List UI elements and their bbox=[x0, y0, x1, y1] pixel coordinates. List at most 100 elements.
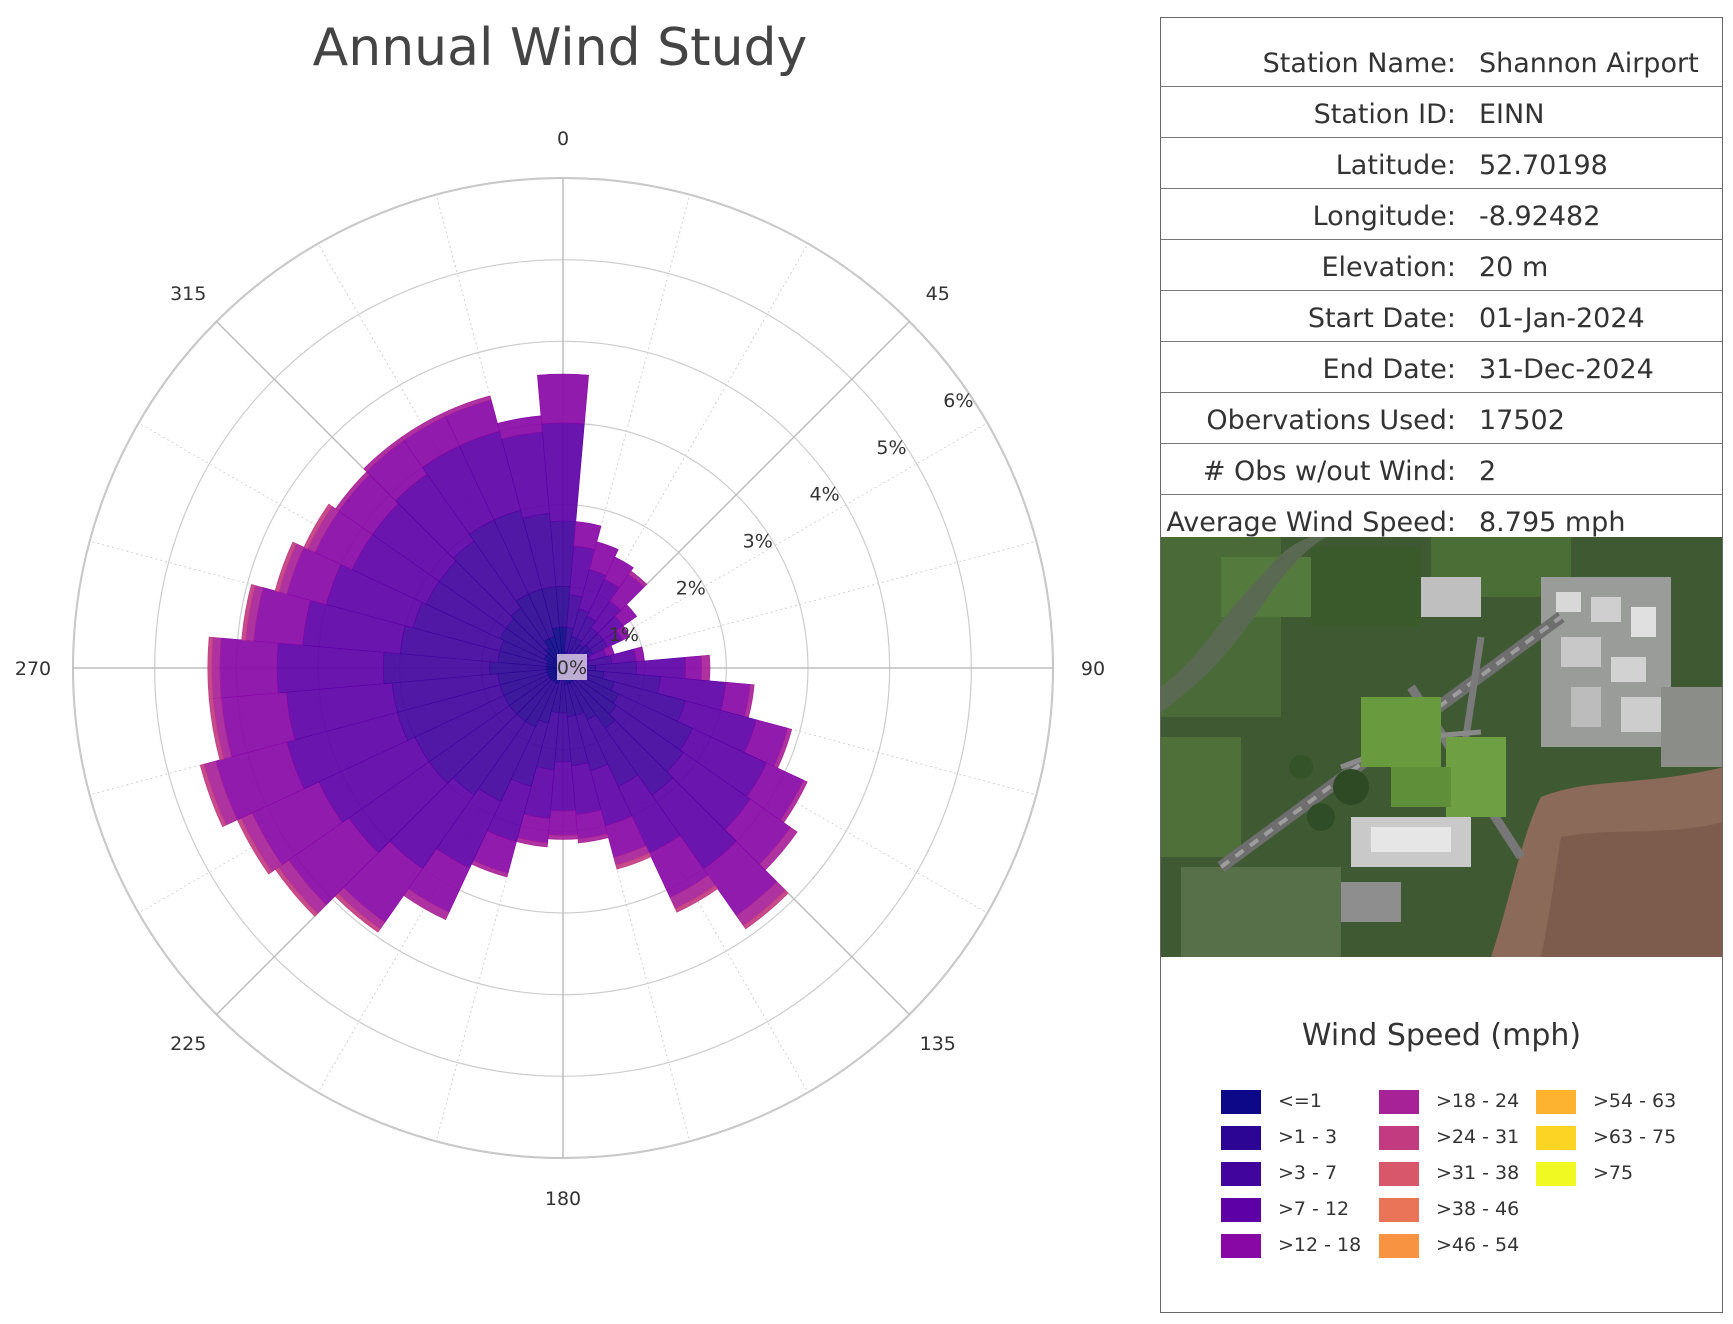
station-info-row: Obervations Used: 17502 bbox=[1161, 395, 1722, 446]
radial-tick-label: 4% bbox=[810, 484, 840, 506]
wind-rose-bar bbox=[241, 584, 256, 641]
direction-tick-label: 270 bbox=[15, 658, 51, 680]
legend-label: >46 - 54 bbox=[1436, 1234, 1520, 1256]
station-info-row: Average Wind Speed: 8.795 mph bbox=[1161, 497, 1722, 548]
polar-grid-spoke bbox=[562, 422, 988, 669]
station-info-value: Shannon Airport bbox=[1479, 48, 1699, 79]
row-divider bbox=[1161, 188, 1722, 189]
wind-rose-bar bbox=[537, 373, 589, 425]
legend-label: >7 - 12 bbox=[1278, 1198, 1350, 1220]
station-info-panel: Station Name: Shannon Airport Station ID: E… bbox=[1160, 17, 1723, 1313]
station-info-label: Latitude: bbox=[1335, 150, 1456, 181]
station-info-value: -8.92482 bbox=[1479, 201, 1601, 232]
wind-rose-bar bbox=[628, 570, 648, 588]
station-info-row: Start Date: 01-Jan-2024 bbox=[1161, 293, 1722, 344]
wind-rose-bar bbox=[219, 637, 279, 699]
wind-rose-bar bbox=[303, 503, 333, 550]
station-info-row: Station Name: Shannon Airport bbox=[1161, 38, 1722, 89]
station-info-row: Elevation: 20 m bbox=[1161, 242, 1722, 293]
wind-rose-bar bbox=[547, 834, 579, 840]
legend-swatch bbox=[1536, 1162, 1576, 1186]
radial-tick-label: 5% bbox=[876, 437, 906, 459]
legend-swatch bbox=[1221, 1198, 1261, 1222]
legend-swatch bbox=[1536, 1126, 1576, 1150]
legend-label: >75 bbox=[1593, 1162, 1634, 1184]
row-divider bbox=[1161, 494, 1722, 495]
legend-swatch bbox=[1221, 1126, 1261, 1150]
legend-swatch bbox=[1221, 1234, 1261, 1258]
legend-label: >54 - 63 bbox=[1593, 1090, 1677, 1112]
legend-label: >31 - 38 bbox=[1436, 1162, 1520, 1184]
station-info-value: EINN bbox=[1479, 99, 1545, 130]
wind-rose-bar bbox=[742, 889, 789, 930]
radial-tick-label: 2% bbox=[676, 577, 706, 599]
wind-rose-bar bbox=[684, 655, 703, 681]
row-divider bbox=[1161, 443, 1722, 444]
legend-swatch bbox=[1379, 1162, 1419, 1186]
radial-tick-label: 3% bbox=[743, 530, 773, 552]
direction-tick-label: 90 bbox=[1081, 658, 1105, 680]
wind-rose-bar bbox=[548, 810, 578, 836]
wind-rose-bar bbox=[211, 637, 222, 699]
legend-swatch bbox=[1379, 1090, 1419, 1114]
station-info-label: Start Date: bbox=[1307, 303, 1456, 334]
legend-label: >24 - 31 bbox=[1436, 1126, 1520, 1148]
station-info-value: 52.70198 bbox=[1479, 150, 1608, 181]
row-divider bbox=[1161, 392, 1722, 393]
station-info-value: 20 m bbox=[1479, 252, 1549, 283]
legend-swatch bbox=[1379, 1126, 1419, 1150]
wind-rose-bar bbox=[274, 541, 297, 593]
radial-zero-box bbox=[557, 654, 587, 680]
station-info-value: 01-Jan-2024 bbox=[1479, 303, 1645, 334]
wind-rose-bar bbox=[443, 395, 492, 417]
station-info-row: End Date: 31-Dec-2024 bbox=[1161, 344, 1722, 395]
chart-title: Annual Wind Study bbox=[312, 18, 808, 78]
legend-label: >18 - 24 bbox=[1436, 1090, 1520, 1112]
station-info-row: Longitude: -8.92482 bbox=[1161, 191, 1722, 242]
station-info-label: Obervations Used: bbox=[1206, 405, 1456, 436]
station-info-row: Station ID: EINN bbox=[1161, 89, 1722, 140]
station-info-value: 17502 bbox=[1479, 405, 1565, 436]
legend-swatch bbox=[1536, 1090, 1576, 1114]
station-info-row: # Obs w/out Wind: 2 bbox=[1161, 446, 1722, 497]
station-info-label: Longitude: bbox=[1312, 201, 1456, 232]
wind-rose-bar bbox=[615, 852, 652, 870]
legend-swatch bbox=[1379, 1198, 1419, 1222]
legend-swatch bbox=[1221, 1090, 1261, 1114]
station-info-label: Station Name: bbox=[1262, 48, 1456, 79]
station-info-label: # Obs w/out Wind: bbox=[1202, 456, 1456, 487]
legend-label: >1 - 3 bbox=[1278, 1126, 1338, 1148]
row-divider bbox=[1161, 341, 1722, 342]
station-info-row: Latitude: 52.70198 bbox=[1161, 140, 1722, 191]
legend-label: <=1 bbox=[1278, 1090, 1322, 1112]
wind-rose-bar bbox=[609, 648, 637, 665]
direction-tick-label: 135 bbox=[920, 1033, 956, 1055]
station-info-label: End Date: bbox=[1322, 354, 1456, 385]
direction-tick-label: 0 bbox=[557, 128, 569, 150]
wind-rose-bar bbox=[207, 636, 214, 700]
radial-tick-label: 6% bbox=[943, 390, 973, 412]
row-divider bbox=[1161, 137, 1722, 138]
wind-rose-bar bbox=[616, 625, 631, 641]
wind-rose-bar bbox=[497, 415, 543, 440]
radial-tick-label: 0% bbox=[557, 657, 587, 679]
legend-label: >3 - 7 bbox=[1278, 1162, 1338, 1184]
station-info-label: Elevation: bbox=[1321, 252, 1456, 283]
station-info-label: Average Wind Speed: bbox=[1166, 507, 1456, 538]
legend-label: >63 - 75 bbox=[1593, 1126, 1677, 1148]
legend-swatch bbox=[1221, 1162, 1261, 1186]
wind-rose-bar bbox=[199, 763, 227, 828]
direction-tick-label: 225 bbox=[170, 1033, 206, 1055]
direction-tick-label: 315 bbox=[170, 283, 206, 305]
station-info-label: Station ID: bbox=[1313, 99, 1456, 130]
direction-tick-label: 180 bbox=[545, 1188, 581, 1210]
airport-aerial-image bbox=[1161, 537, 1722, 957]
station-info-value: 2 bbox=[1479, 456, 1497, 487]
station-info-value: 31-Dec-2024 bbox=[1479, 354, 1654, 385]
radial-tick-label: 1% bbox=[609, 624, 639, 646]
wind-rose-bar bbox=[674, 884, 718, 913]
direction-tick-label: 45 bbox=[926, 283, 950, 305]
row-divider bbox=[1161, 290, 1722, 291]
legend-label: >12 - 18 bbox=[1278, 1234, 1362, 1256]
wind-rose-chart: 0 45 90 135 180 225 270 315 0% 1% 2% 3% 4% 5% 6% bbox=[15, 128, 1105, 1210]
